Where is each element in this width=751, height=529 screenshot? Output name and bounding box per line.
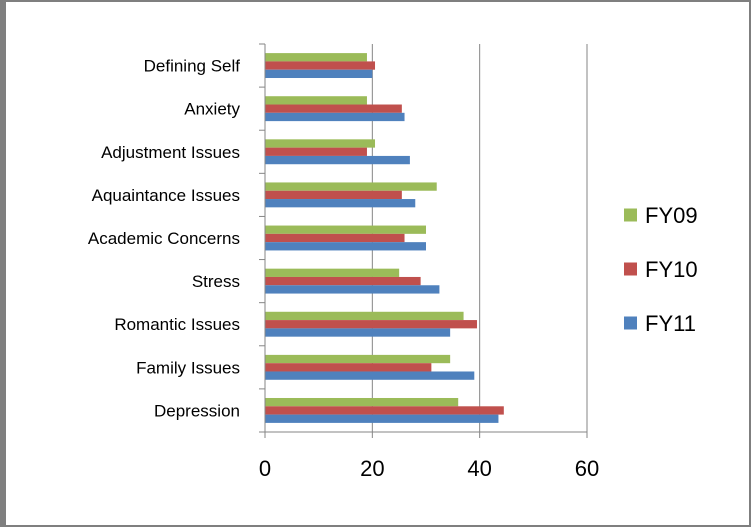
category-label-defining-self: Defining Self	[144, 57, 241, 76]
bar-defining-self-fy09	[265, 53, 367, 62]
bar-defining-self-fy10	[265, 61, 376, 70]
bars	[265, 53, 504, 423]
bar-depression-fy11	[265, 414, 499, 423]
bar-adjustment-issues-fy10	[265, 147, 367, 156]
category-label-family-issues: Family Issues	[136, 358, 240, 377]
bar-family-issues-fy11	[265, 371, 475, 380]
bar-depression-fy10	[265, 406, 504, 415]
category-label-romantic-issues: Romantic Issues	[114, 315, 240, 334]
x-tick-label-40: 40	[467, 456, 491, 481]
bar-romantic-issues-fy10	[265, 320, 477, 329]
bar-romantic-issues-fy11	[265, 328, 451, 337]
legend-label-fy11: FY11	[645, 311, 696, 336]
legend-swatch-fy11	[624, 316, 637, 330]
bar-adjustment-issues-fy11	[265, 155, 410, 165]
category-label-depression: Depression	[154, 401, 240, 420]
x-tick-labels: 0 20 40 60	[259, 456, 599, 481]
bar-adjustment-issues-fy09	[265, 139, 376, 148]
x-tick-label-0: 0	[259, 456, 271, 481]
legend-swatch-fy10	[624, 262, 637, 276]
bar-defining-self-fy11	[265, 69, 373, 79]
bar-aquaintance-issues-fy09	[265, 182, 437, 191]
bar-aquaintance-issues-fy10	[265, 190, 402, 200]
category-label-aquaintance-issues: Aquaintance Issues	[92, 186, 240, 205]
bar-family-issues-fy09	[265, 354, 451, 364]
bar-anxiety-fy10	[265, 104, 402, 113]
bar-academic-concerns-fy11	[265, 242, 426, 251]
legend-label-fy09: FY09	[645, 203, 698, 228]
legend-label-fy10: FY10	[645, 257, 698, 282]
category-label-adjustment-issues: Adjustment Issues	[101, 143, 240, 162]
bar-stress-fy09	[265, 268, 400, 277]
x-tick-label-20: 20	[360, 456, 384, 481]
category-labels: Defining Self Anxiety Adjustment Issues Aqu…	[88, 57, 241, 421]
bar-family-issues-fy10	[265, 363, 432, 372]
category-label-anxiety: Anxiety	[184, 100, 240, 119]
category-label-academic-concerns: Academic Concerns	[88, 229, 240, 248]
legend: FY09 FY10 FY11	[624, 203, 698, 336]
bar-romantic-issues-fy09	[265, 311, 464, 321]
x-tick-label-60: 60	[575, 456, 599, 481]
bar-anxiety-fy09	[265, 96, 367, 105]
axes	[259, 43, 588, 438]
bar-stress-fy10	[265, 276, 421, 286]
bar-academic-concerns-fy10	[265, 233, 405, 243]
bar-stress-fy11	[265, 285, 440, 294]
category-label-stress: Stress	[192, 272, 240, 291]
bar-aquaintance-issues-fy11	[265, 199, 416, 208]
legend-swatch-fy09	[624, 208, 637, 222]
bar-chart: Defining Self Anxiety Adjustment Issues Aqu…	[88, 43, 698, 481]
bar-depression-fy09	[265, 397, 459, 407]
bar-academic-concerns-fy09	[265, 225, 426, 234]
bar-anxiety-fy11	[265, 112, 405, 122]
